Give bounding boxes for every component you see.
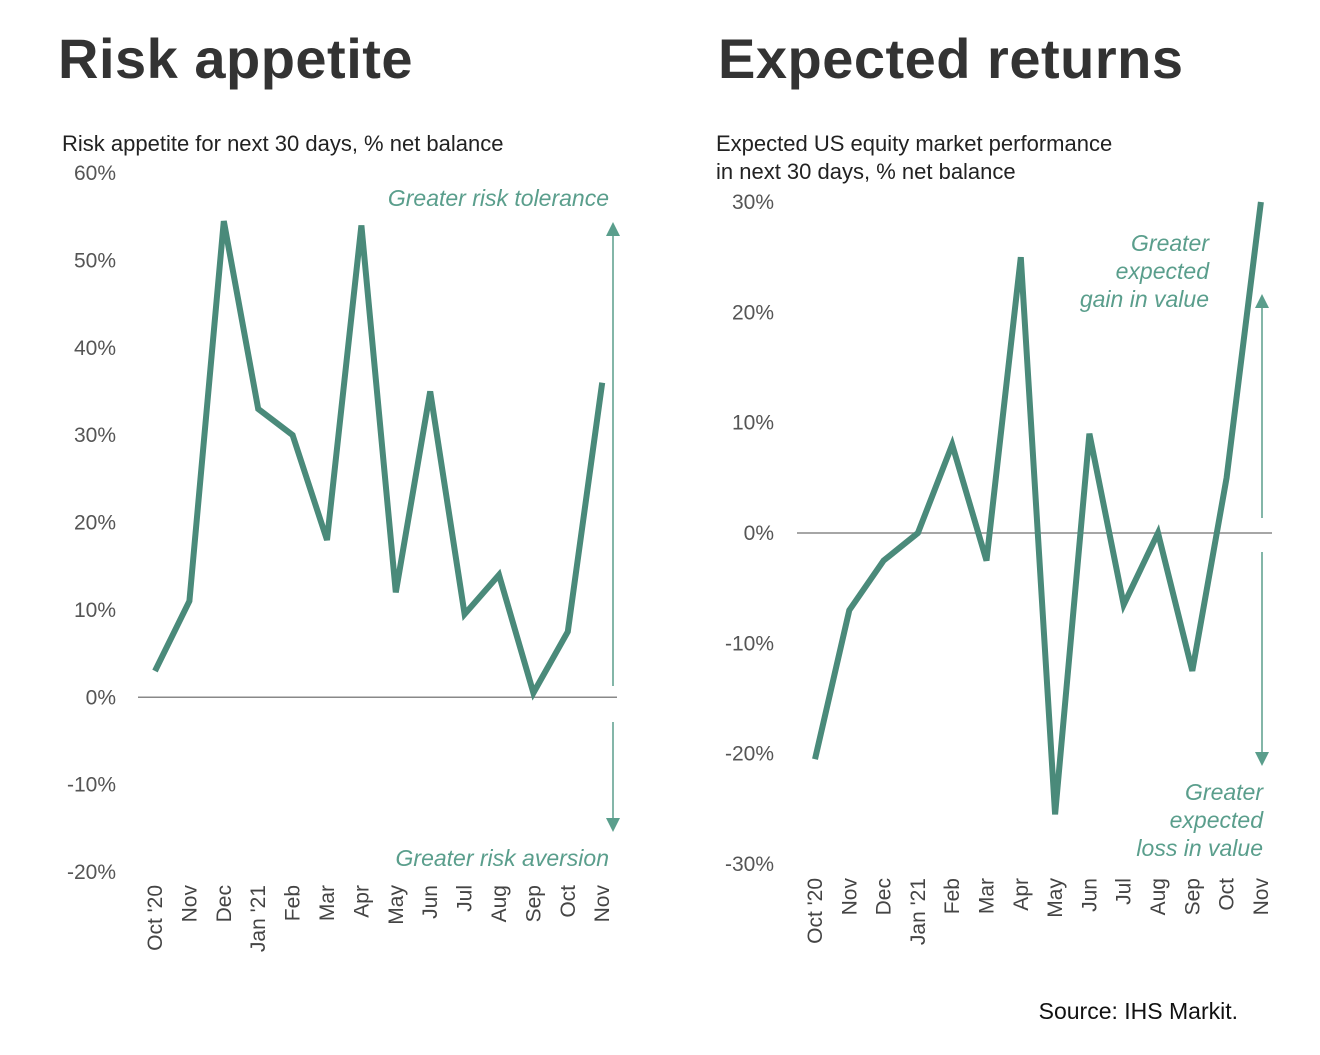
risk-appetite-ytick-label: 10% (74, 599, 116, 622)
risk-appetite-subtitle: Risk appetite for next 30 days, % net ba… (62, 130, 503, 158)
expected-returns-xtick-label: Oct '20 (804, 878, 827, 944)
expected-returns-ytick-label: -10% (725, 632, 774, 655)
risk-appetite-ytick-label: 50% (74, 249, 116, 272)
expected-returns-subtitle-line-2: in next 30 days, % net balance (716, 159, 1016, 184)
expected-returns-xtick-label: Oct (1216, 878, 1239, 911)
risk-appetite-xtick-label: Oct '20 (144, 885, 167, 951)
risk-appetite-ytick-label: 30% (74, 424, 116, 447)
expected-returns-panel-title: Expected returns (718, 27, 1184, 90)
expected-returns-ytick-label: 0% (744, 522, 774, 545)
risk-appetite-xtick-label: Dec (213, 885, 236, 922)
expected-returns-subtitle-line-1: Expected US equity market performance (716, 131, 1113, 156)
expected-returns-xtick-label: May (1044, 878, 1067, 918)
expected-returns-xtick-label: Jul (1113, 878, 1136, 905)
risk-appetite-ytick-label: 60% (74, 162, 116, 185)
risk-appetite-down-arrow-head (606, 818, 620, 832)
risk-appetite-ytick-label: -10% (67, 774, 116, 797)
risk-appetite-xtick-label: Jun (419, 885, 442, 919)
expected-returns-annotation-bottom: Greater (1185, 779, 1264, 805)
risk-appetite-xtick-label: Aug (488, 885, 511, 922)
expected-returns-up-arrow-head (1255, 294, 1269, 308)
expected-returns-annotation-top: Greater (1131, 230, 1210, 256)
expected-returns-xtick-label: Nov (838, 878, 861, 916)
expected-returns-xtick-label: Aug (1147, 878, 1170, 915)
risk-appetite-xtick-label: Mar (316, 885, 339, 921)
risk-appetite-xtick-label: Nov (591, 885, 614, 923)
expected-returns-down-arrow-head (1255, 752, 1269, 766)
expected-returns-annotation-top: gain in value (1080, 286, 1209, 312)
expected-returns-ytick-label: 30% (732, 191, 774, 214)
expected-returns-annotation-bottom: loss in value (1136, 835, 1263, 861)
risk-appetite-series-line (152, 220, 606, 701)
risk-appetite-xtick-label: Jul (454, 885, 477, 912)
risk-appetite-xtick-label: Jan '21 (247, 885, 270, 952)
risk-appetite-xtick-label: May (385, 885, 408, 925)
risk-appetite-ytick-label: 0% (86, 686, 116, 709)
expected-returns-annotation-top: expected (1116, 258, 1211, 284)
risk-appetite-ytick-label: 40% (74, 337, 116, 360)
expected-returns-xtick-label: Nov (1250, 878, 1273, 916)
expected-returns-ytick-label: -30% (725, 853, 774, 876)
expected-returns-annotation-bottom: expected (1170, 807, 1265, 833)
source-note: Source: IHS Markit. (1038, 998, 1238, 1024)
risk-appetite-annotation-top: Greater risk tolerance (388, 185, 609, 211)
expected-returns-xtick-label: Mar (976, 878, 999, 914)
expected-returns-xtick-label: Feb (941, 878, 964, 914)
risk-appetite-up-arrow-head (606, 222, 620, 236)
risk-appetite-subtitle-line: Risk appetite for next 30 days, % net ba… (62, 131, 504, 156)
risk-appetite-ytick-label: -20% (67, 861, 116, 884)
risk-appetite-xtick-label: Nov (178, 885, 201, 923)
expected-returns-subtitle: Expected US equity market performance in… (716, 130, 1112, 186)
expected-returns-xtick-label: Apr (1010, 878, 1033, 911)
expected-returns-xtick-label: Jun (1078, 878, 1101, 912)
expected-returns-ytick-label: 10% (732, 412, 774, 435)
risk-appetite-panel-title: Risk appetite (58, 27, 414, 90)
risk-appetite-xtick-label: Oct (557, 885, 580, 918)
expected-returns-series-line (812, 201, 1264, 815)
risk-appetite-xtick-label: Sep (522, 885, 545, 922)
expected-returns-xtick-label: Sep (1181, 878, 1204, 915)
risk-appetite-ytick-label: 20% (74, 512, 116, 535)
expected-returns-xtick-label: Jan '21 (907, 878, 930, 945)
expected-returns-ytick-label: 20% (732, 301, 774, 324)
expected-returns-ytick-label: -20% (725, 743, 774, 766)
risk-appetite-xtick-label: Apr (350, 885, 373, 918)
expected-returns-xtick-label: Dec (873, 878, 896, 915)
risk-appetite-xtick-label: Feb (282, 885, 305, 921)
risk-appetite-annotation-bottom: Greater risk aversion (396, 845, 609, 871)
